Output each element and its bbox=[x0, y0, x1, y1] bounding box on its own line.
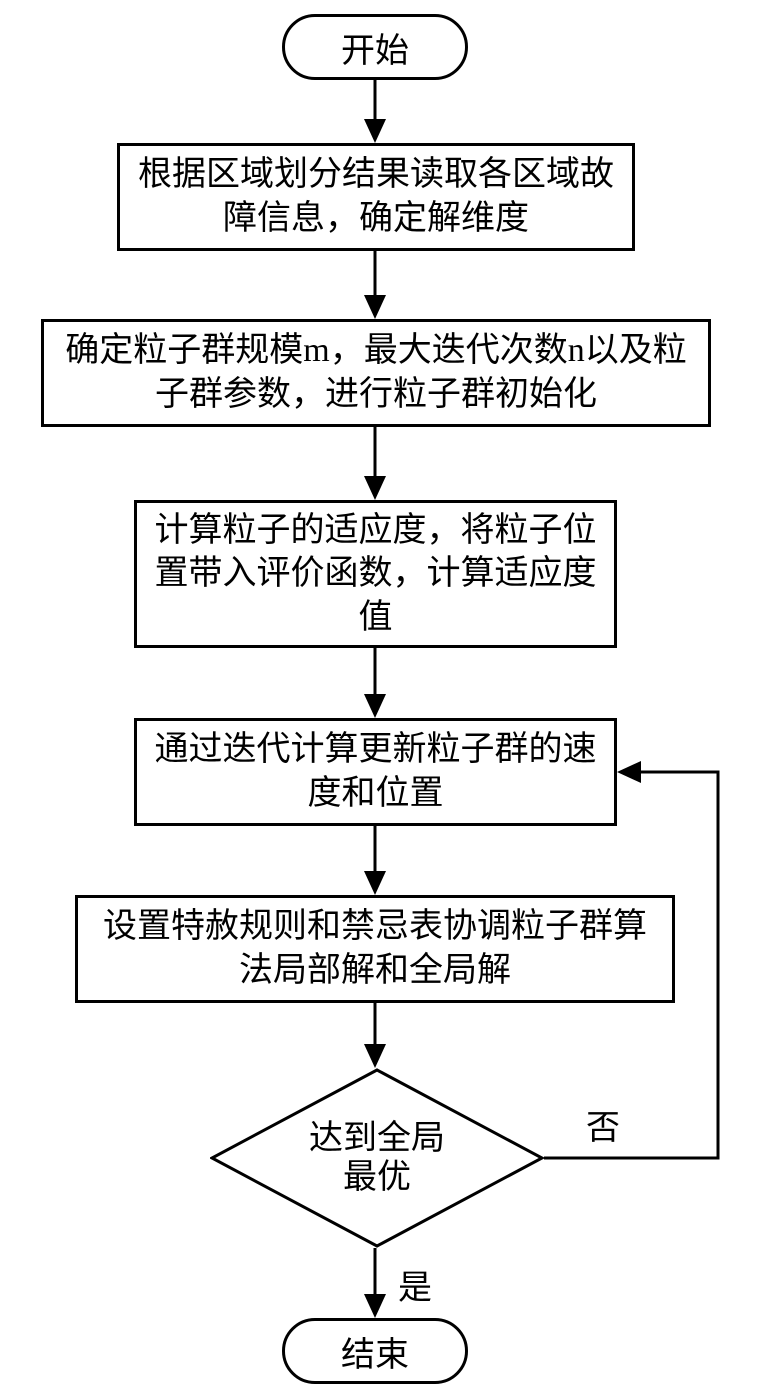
step3-label: 计算粒子的适应度，将粒子位置带入评价函数，计算适应度值 bbox=[137, 509, 614, 640]
step5-label: 设置特赦规则和禁忌表协调粒子群算法局部解和全局解 bbox=[78, 905, 672, 992]
decision-label: 达到全局最优 bbox=[309, 1119, 445, 1197]
step3-process: 计算粒子的适应度，将粒子位置带入评价函数，计算适应度值 bbox=[134, 500, 617, 648]
step2-process: 确定粒子群规模m，最大迭代次数n以及粒子群参数，进行粒子群初始化 bbox=[41, 319, 711, 427]
step4-process: 通过迭代计算更新粒子群的速度和位置 bbox=[134, 718, 617, 826]
end-label: 结束 bbox=[331, 1327, 419, 1376]
step4-label: 通过迭代计算更新粒子群的速度和位置 bbox=[137, 728, 614, 815]
step5-process: 设置特赦规则和禁忌表协调粒子群算法局部解和全局解 bbox=[75, 895, 675, 1003]
start-terminator: 开始 bbox=[282, 14, 468, 80]
end-terminator: 结束 bbox=[282, 1318, 468, 1384]
edge-label: 否 bbox=[586, 1100, 620, 1149]
step2-label: 确定粒子群规模m，最大迭代次数n以及粒子群参数，进行粒子群初始化 bbox=[44, 329, 708, 416]
start-label: 开始 bbox=[331, 23, 419, 72]
edge-label: 是 bbox=[398, 1260, 432, 1309]
step1-label: 根据区域划分结果读取各区域故障信息，确定解维度 bbox=[120, 153, 632, 240]
step1-process: 根据区域划分结果读取各区域故障信息，确定解维度 bbox=[117, 143, 635, 251]
decision-node: 达到全局最优 bbox=[210, 1068, 544, 1248]
